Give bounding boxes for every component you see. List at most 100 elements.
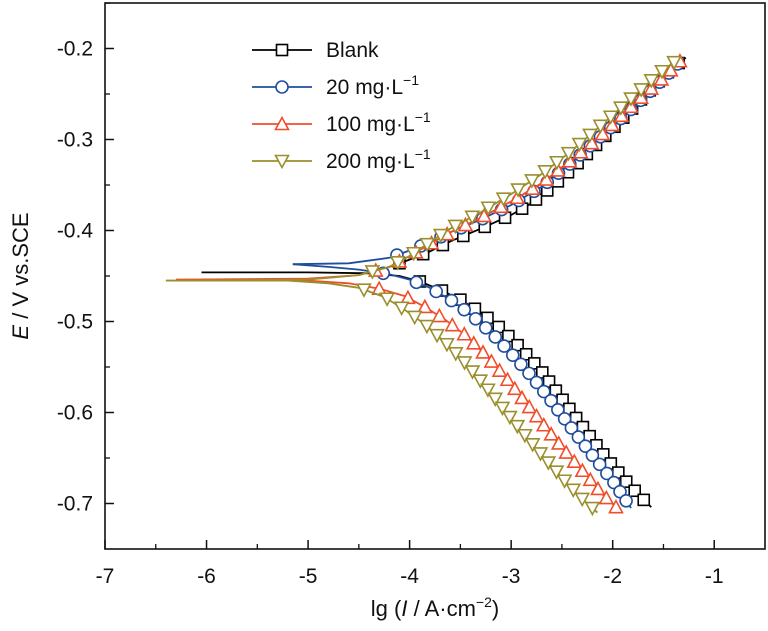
series-marker: [583, 134, 600, 150]
series-marker: [560, 146, 577, 162]
series-marker: [431, 307, 448, 323]
legend-item: 20 mg·L−1: [252, 72, 419, 99]
series-marker: [400, 289, 416, 305]
series-marker: [535, 417, 552, 432]
series-marker: [613, 484, 627, 499]
series-marker: [653, 71, 670, 86]
series-marker: [607, 475, 621, 490]
series-marker: [565, 483, 582, 499]
series-marker: [480, 201, 497, 216]
series-marker: [457, 216, 474, 232]
series-marker: [379, 292, 395, 307]
series-marker: [480, 383, 496, 398]
series-marker: [550, 162, 566, 177]
series-marker: [528, 357, 541, 370]
x-tick-label: -6: [197, 565, 216, 588]
series-marker: [590, 480, 606, 496]
series-marker: [405, 246, 422, 262]
series-marker: [429, 328, 445, 344]
legend-label: 20 mg·L−1: [326, 72, 419, 99]
y-tick-label: -0.7: [57, 493, 93, 516]
series-marker: [417, 298, 433, 314]
series-marker: [536, 384, 551, 399]
series-marker: [566, 453, 583, 468]
legend: Blank 20 mg·L−1 100 mg·L−1 200 mg·L−1: [252, 39, 431, 173]
series-3: [165, 55, 682, 517]
series-marker: [556, 474, 573, 489]
series-marker: [532, 447, 549, 462]
series-marker: [623, 92, 639, 107]
series-marker: [472, 374, 489, 389]
series-marker: [444, 316, 461, 332]
series-marker: [619, 493, 633, 508]
series-marker: [633, 83, 649, 98]
series-marker: [548, 465, 565, 480]
legend-marker: [275, 80, 289, 94]
series-cathodic-line: [165, 279, 599, 514]
y-tick-label: -0.5: [57, 311, 93, 334]
series-marker: [537, 165, 553, 180]
legend-label: 200 mg·L−1: [326, 146, 431, 173]
series-marker: [478, 321, 493, 335]
series-marker: [364, 265, 381, 280]
series-marker: [592, 457, 607, 472]
series-marker: [637, 493, 651, 507]
series-marker: [582, 128, 598, 144]
series-marker: [628, 484, 641, 498]
x-axis: -7 -6 -5 -4 -3 -2 -1: [96, 540, 724, 588]
series-marker: [483, 353, 500, 368]
series-marker: [432, 228, 449, 244]
series-marker: [542, 375, 556, 388]
series-marker: [487, 392, 504, 408]
x-tick-label: -2: [603, 565, 622, 588]
series-marker: [505, 348, 520, 362]
series-marker: [517, 428, 533, 444]
series-marker: [643, 74, 660, 89]
series-marker: [543, 426, 560, 441]
series-marker: [510, 183, 526, 198]
series-marker: [488, 330, 503, 344]
series-marker: [613, 107, 630, 123]
series-marker: [447, 347, 464, 362]
series-marker: [495, 192, 512, 207]
series-marker: [393, 301, 410, 317]
series-marker: [509, 419, 526, 435]
series-marker: [419, 319, 435, 335]
series-marker: [582, 471, 599, 487]
x-axis-title: lg (I / A·cm−2): [371, 594, 499, 621]
series-marker: [497, 339, 511, 353]
series-marker: [602, 110, 619, 125]
y-tick-label: -0.2: [57, 38, 93, 61]
series-marker: [509, 189, 526, 205]
series-marker: [574, 462, 591, 478]
series-marker: [406, 310, 423, 326]
series-marker: [584, 501, 601, 517]
series-marker: [558, 444, 575, 459]
y-tick-label: -0.6: [57, 402, 93, 425]
series-marker: [419, 237, 436, 253]
series-marker: [456, 356, 473, 371]
series-marker: [468, 311, 483, 326]
series-marker: [578, 439, 593, 453]
series-marker: [499, 371, 516, 387]
series-marker: [439, 337, 455, 353]
legend-item: 200 mg·L−1: [252, 146, 431, 173]
series-marker: [529, 375, 544, 390]
y-tick-label: -0.3: [57, 129, 93, 152]
series-marker: [429, 284, 443, 299]
series-marker: [409, 275, 424, 290]
series-marker: [524, 174, 540, 189]
series-marker: [491, 362, 508, 377]
series-marker: [528, 407, 545, 423]
series-marker: [501, 410, 518, 426]
series-marker: [522, 366, 536, 381]
y-axis-title: E / V vs.SCE: [8, 212, 33, 339]
series-marker: [444, 293, 459, 308]
legend-marker: [275, 43, 289, 57]
series-marker: [464, 365, 481, 380]
series-marker: [619, 475, 633, 488]
series-marker: [564, 421, 579, 435]
series-marker: [666, 55, 682, 71]
series-marker: [551, 402, 565, 417]
